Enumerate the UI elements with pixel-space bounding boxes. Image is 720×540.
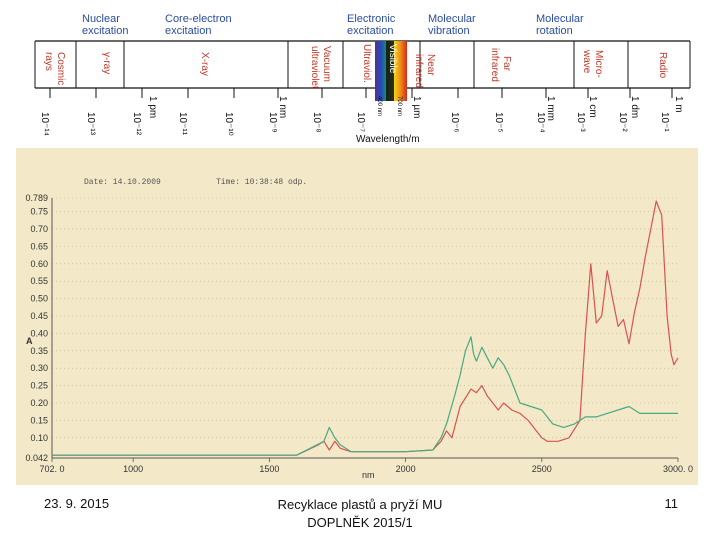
category-core-line2: excitation [165, 25, 211, 37]
footer-center: Recyklace plastů a pryží MU DOPLNĚK 2015… [240, 496, 480, 532]
x-axis-label: nm [362, 470, 375, 480]
chart-series-group [52, 200, 679, 456]
category-electronic-line2: excitation [347, 25, 393, 37]
footer-subtitle: DOPLNĚK 2015/1 [307, 515, 413, 530]
y-tick-label: 0.10 [30, 433, 48, 443]
x-tick-label: 2000 [396, 464, 416, 474]
series-line-1 [52, 200, 679, 456]
y-tick-label: 0.042 [25, 453, 48, 463]
unit-mark-nm: 1 nm [277, 96, 288, 118]
power-label: 10⁻⁶ [449, 112, 460, 133]
y-tick-label: 0.45 [30, 311, 48, 321]
em-spectrum-diagram: Nuclear excitation Core-electron excitat… [34, 13, 691, 145]
y-tick-label: 0.25 [30, 381, 48, 391]
y-tick-label: 0.75 [30, 207, 48, 217]
chart-axes: 0.789 0.75 0.70 0.65 0.60 0.55 0.50 0.45 0.40 0.3… [25, 193, 693, 474]
series-line-2 [52, 336, 678, 456]
band-ultraviolet: Ultraviol. [361, 44, 372, 83]
unit-mark-mm: 1 mm [545, 96, 556, 121]
y-tick-label: 0.70 [30, 224, 48, 234]
power-label: 10⁻² [617, 112, 628, 132]
band-vacuum-uv-line2: ultraviolet [309, 46, 320, 89]
wavelength-ticks [49, 88, 673, 98]
wavelength-axis-label: Wavelength/m [356, 134, 420, 145]
footer-date: 23. 9. 2015 [44, 496, 110, 511]
band-vacuum-uv-line1: Vacuum [321, 46, 332, 82]
band-near-ir-line1: Near [425, 54, 436, 76]
y-tick-label: 0.65 [30, 241, 48, 251]
band-gamma: γ-ray [101, 52, 112, 74]
unit-mark-cm: 1 cm [587, 96, 598, 118]
band-visible: Visible [387, 44, 398, 74]
power-label: 10⁻⁵ [493, 112, 504, 133]
x-tick-label: 1500 [259, 464, 279, 474]
x-tick-label: 702. 0 [39, 464, 64, 474]
visible-limit-400: 400 nm [376, 96, 382, 116]
band-microwave-line1: Micro- [593, 50, 604, 78]
band-xray: X-ray [199, 52, 210, 76]
power-label: 10⁻⁹ [267, 112, 278, 133]
y-tick-label: 0.60 [30, 259, 48, 269]
footer-page-number: 11 [664, 496, 679, 511]
y-tick-label: 0.55 [30, 276, 48, 286]
y-tick-label: 0.35 [30, 346, 48, 356]
band-near-ir-line2: infrared [413, 54, 424, 88]
power-label: 10⁻¹⁴ [39, 112, 50, 136]
category-core-line1: Core-electron [165, 13, 232, 25]
y-tick-label: 0.30 [30, 363, 48, 373]
category-molvib-line1: Molecular [428, 13, 476, 25]
category-nuclear-line1: Nuclear [82, 13, 120, 25]
band-far-ir-line2: infrared [489, 48, 500, 82]
x-tick-label: 2500 [532, 464, 552, 474]
y-tick-label: 0.40 [30, 328, 48, 338]
power-label: 10⁻¹⁰ [223, 112, 234, 136]
power-label: 10⁻¹³ [85, 112, 96, 136]
power-label: 10⁻⁸ [311, 112, 322, 133]
power-label: 10⁻⁷ [355, 112, 366, 132]
footer-title: Recyklace plastů a pryží MU [277, 497, 443, 512]
chart-time: Time: 10:38:48 odp. [216, 178, 307, 187]
category-molrot-line1: Molecular [536, 13, 584, 25]
band-far-ir-line1: Far [501, 56, 512, 72]
category-molrot-line2: rotation [536, 25, 573, 37]
power-label: 10⁻¹² [131, 112, 142, 136]
y-tick-label: 0.15 [30, 415, 48, 425]
category-nuclear-line2: excitation [82, 25, 128, 37]
chart-date: Date: 14.10.2009 [84, 178, 161, 187]
unit-mark-m: 1 m [673, 96, 684, 113]
y-tick-label: 0.20 [30, 398, 48, 408]
x-tick-label: 3000. 0 [663, 464, 693, 474]
chart-grid [52, 197, 678, 459]
power-label: 10⁻⁴ [535, 112, 546, 133]
power-label: 10⁻¹¹ [177, 112, 188, 136]
absorbance-chart-panel: Date: 14.10.2009 Time: 10:38:48 odp. A n… [16, 148, 698, 485]
unit-mark-dm: 1 dm [629, 96, 640, 118]
y-tick-label: 0.789 [25, 193, 48, 203]
visible-limit-700: 700 nm [396, 96, 402, 116]
band-cosmic-line2: rays [43, 52, 54, 71]
power-label: 10⁻¹ [659, 112, 670, 132]
absorbance-chart: Date: 14.10.2009 Time: 10:38:48 odp. A n… [25, 178, 693, 480]
y-axis-label: A [26, 336, 33, 346]
band-strip [34, 40, 691, 89]
category-molvib-line2: vibration [428, 25, 470, 37]
band-cosmic-line1: Cosmic [55, 52, 66, 85]
unit-mark-pm: 1 pm [147, 96, 158, 118]
x-tick-label: 1000 [123, 464, 143, 474]
band-radio: Radio [657, 52, 668, 79]
power-label: 10⁻³ [575, 112, 586, 132]
unit-mark-um: 1 µm [411, 96, 422, 118]
category-electronic-line1: Electronic [347, 13, 396, 25]
band-microwave-line2: wave [581, 49, 592, 74]
y-tick-label: 0.50 [30, 294, 48, 304]
